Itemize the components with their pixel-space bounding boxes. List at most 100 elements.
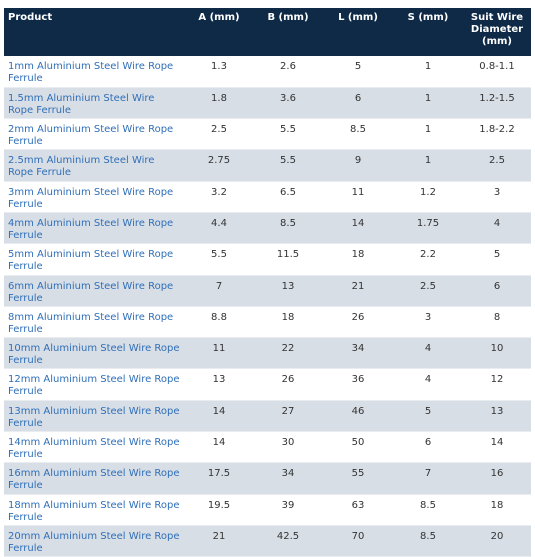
value-cell: 18 [323, 243, 393, 276]
header-cell: Suit Wire Diameter (mm) [463, 8, 531, 56]
value-cell: 70 [323, 525, 393, 557]
value-cell: 27 [253, 400, 323, 433]
value-cell: 16 [463, 462, 531, 495]
value-cell: 8.5 [393, 525, 463, 557]
value-cell: 6.5 [253, 181, 323, 213]
product-cell: 18mm Aluminium Steel Wire Rope Ferrule [4, 494, 185, 526]
product-link[interactable]: 2.5mm Aluminium Steel Wire Rope Ferrule [8, 155, 155, 179]
value-cell: 2.2 [393, 243, 463, 276]
product-link[interactable]: 12mm Aluminium Steel Wire Rope Ferrule [8, 374, 180, 398]
table-row: 18mm Aluminium Steel Wire Rope Ferrule 19… [4, 494, 531, 526]
value-cell: 11.5 [253, 243, 323, 276]
product-link[interactable]: 20mm Aluminium Steel Wire Rope Ferrule [8, 530, 180, 554]
value-cell: 1 [393, 87, 463, 120]
table-row: 8mm Aluminium Steel Wire Rope Ferrule 8.8… [4, 306, 531, 339]
product-cell: 8mm Aluminium Steel Wire Rope Ferrule [4, 306, 185, 339]
value-cell: 17.5 [185, 462, 253, 495]
value-cell: 20 [463, 525, 531, 557]
product-table: Product A (mm) B (mm) L (mm) S (mm) Suit Wire… [4, 8, 531, 557]
product-link[interactable]: 8mm Aluminium Steel Wire Rope Ferrule [8, 311, 174, 335]
value-cell: 1 [393, 149, 463, 182]
value-cell: 5 [463, 243, 531, 276]
value-cell: 8 [463, 306, 531, 339]
product-link[interactable]: 1.5mm Aluminium Steel Wire Rope Ferrule [8, 92, 155, 116]
value-cell: 14 [323, 212, 393, 245]
product-cell: 14mm Aluminium Steel Wire Rope Ferrule [4, 431, 185, 464]
value-cell: 26 [323, 306, 393, 339]
value-cell: 5 [323, 56, 393, 88]
value-cell: 3.2 [185, 181, 253, 213]
product-link[interactable]: 1mm Aluminium Steel Wire Rope Ferrule [8, 61, 174, 84]
value-cell: 8.8 [185, 306, 253, 339]
value-cell: 7 [185, 275, 253, 307]
value-cell: 34 [253, 462, 323, 495]
value-cell: 1.8 [185, 87, 253, 120]
value-cell: 3.6 [253, 87, 323, 120]
product-link[interactable]: 5mm Aluminium Steel Wire Rope Ferrule [8, 249, 174, 273]
product-link[interactable]: 3mm Aluminium Steel Wire Rope Ferrule [8, 186, 174, 210]
value-cell: 14 [463, 431, 531, 464]
value-cell: 6 [463, 275, 531, 307]
value-cell: 7 [393, 462, 463, 495]
value-cell: 13 [463, 400, 531, 433]
table-row: 13mm Aluminium Steel Wire Rope Ferrule 14… [4, 400, 531, 433]
value-cell: 14 [185, 400, 253, 433]
value-cell: 1.2-1.5 [463, 87, 531, 120]
product-link[interactable]: 10mm Aluminium Steel Wire Rope Ferrule [8, 343, 180, 367]
value-cell: 5.5 [253, 149, 323, 182]
product-cell: 5mm Aluminium Steel Wire Rope Ferrule [4, 243, 185, 276]
value-cell: 11 [323, 181, 393, 213]
table-row: 1mm Aluminium Steel Wire Rope Ferrule 1.3… [4, 56, 531, 88]
table-body: 1mm Aluminium Steel Wire Rope Ferrule 1.3… [4, 56, 531, 557]
value-cell: 30 [253, 431, 323, 464]
table-row: 10mm Aluminium Steel Wire Rope Ferrule 11… [4, 337, 531, 370]
table-row: 5mm Aluminium Steel Wire Rope Ferrule 5.5… [4, 243, 531, 276]
table-row: 6mm Aluminium Steel Wire Rope Ferrule 7 13… [4, 275, 531, 307]
value-cell: 2.5 [393, 275, 463, 307]
product-link[interactable]: 6mm Aluminium Steel Wire Rope Ferrule [8, 280, 174, 304]
value-cell: 46 [323, 400, 393, 433]
product-link[interactable]: 2mm Aluminium Steel Wire Rope Ferrule [8, 124, 174, 148]
product-cell: 1.5mm Aluminium Steel Wire Rope Ferrule [4, 87, 185, 120]
table-row: 14mm Aluminium Steel Wire Rope Ferrule 14… [4, 431, 531, 464]
value-cell: 1 [393, 118, 463, 151]
value-cell: 10 [463, 337, 531, 370]
value-cell: 21 [323, 275, 393, 307]
table-row: 16mm Aluminium Steel Wire Rope Ferrule 17… [4, 462, 531, 495]
value-cell: 26 [253, 368, 323, 401]
value-cell: 4 [393, 337, 463, 370]
table-row: 4mm Aluminium Steel Wire Rope Ferrule 4.4… [4, 212, 531, 245]
header-cell: Product [4, 8, 185, 56]
product-cell: 16mm Aluminium Steel Wire Rope Ferrule [4, 462, 185, 495]
product-link[interactable]: 16mm Aluminium Steel Wire Rope Ferrule [8, 468, 180, 492]
value-cell: 2.75 [185, 149, 253, 182]
table-row: 3mm Aluminium Steel Wire Rope Ferrule 3.2… [4, 181, 531, 213]
value-cell: 3 [463, 181, 531, 213]
value-cell: 1.3 [185, 56, 253, 88]
value-cell: 2.5 [185, 118, 253, 151]
value-cell: 1.2 [393, 181, 463, 213]
product-link[interactable]: 4mm Aluminium Steel Wire Rope Ferrule [8, 217, 174, 241]
value-cell: 1.8-2.2 [463, 118, 531, 151]
value-cell: 6 [393, 431, 463, 464]
product-cell: 2.5mm Aluminium Steel Wire Rope Ferrule [4, 149, 185, 182]
value-cell: 4 [463, 212, 531, 245]
product-cell: 2mm Aluminium Steel Wire Rope Ferrule [4, 118, 185, 151]
value-cell: 22 [253, 337, 323, 370]
product-link[interactable]: 14mm Aluminium Steel Wire Rope Ferrule [8, 437, 180, 461]
value-cell: 21 [185, 525, 253, 557]
value-cell: 39 [253, 494, 323, 526]
value-cell: 18 [253, 306, 323, 339]
value-cell: 3 [393, 306, 463, 339]
value-cell: 1 [393, 56, 463, 88]
value-cell: 5 [393, 400, 463, 433]
value-cell: 2.5 [463, 149, 531, 182]
value-cell: 5.5 [253, 118, 323, 151]
product-cell: 4mm Aluminium Steel Wire Rope Ferrule [4, 212, 185, 245]
product-link[interactable]: 18mm Aluminium Steel Wire Rope Ferrule [8, 499, 180, 523]
value-cell: 36 [323, 368, 393, 401]
product-link[interactable]: 13mm Aluminium Steel Wire Rope Ferrule [8, 405, 180, 429]
table-row: 1.5mm Aluminium Steel Wire Rope Ferrule 1… [4, 87, 531, 120]
value-cell: 9 [323, 149, 393, 182]
